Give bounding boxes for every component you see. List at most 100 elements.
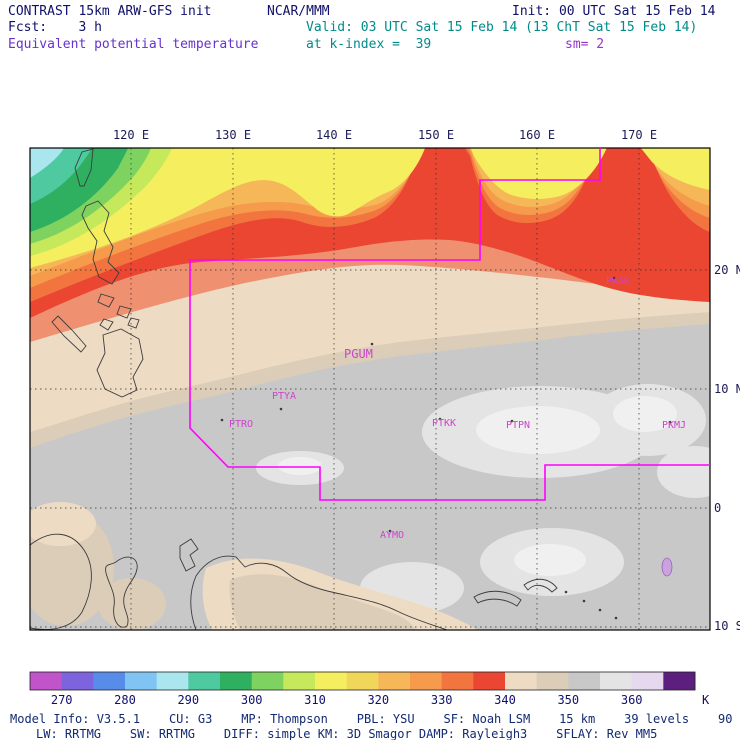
lon-label: 160 E [519, 128, 555, 142]
island-dot [614, 616, 618, 620]
level-info: at k-index = 39 [306, 37, 432, 52]
coast-new-guinea [190, 555, 448, 630]
colorbar-segment [93, 672, 126, 690]
model-domain-boundary [189, 148, 710, 501]
station-label-ptro: PTRO [229, 419, 253, 430]
map-frame [29, 147, 711, 631]
colorbar-segment [283, 672, 316, 690]
longitude-axis-labels: 120 E 130 E 140 E 150 E 160 E 170 E [113, 128, 657, 142]
colorbar-segment [156, 672, 189, 690]
colorbar-segment [188, 672, 221, 690]
colorbar-segment [410, 672, 443, 690]
colorbar-tick: 320 [367, 693, 389, 707]
contour-patch-355 [657, 446, 710, 498]
colorbar-segment [536, 672, 569, 690]
island-dot [564, 590, 568, 594]
contour-patch-360 [278, 457, 322, 475]
colorbar-unit: K [702, 693, 710, 707]
colorbar-tick: 290 [177, 693, 199, 707]
colorbar-segment [600, 672, 633, 690]
contour-patch-360 [613, 396, 677, 432]
colorbar-tick: 340 [494, 693, 516, 707]
colorbar-segment [568, 672, 601, 690]
coast-palawan [51, 315, 87, 353]
colorbar-segment [473, 672, 506, 690]
colorbar-segment [61, 672, 94, 690]
lon-label: 140 E [316, 128, 352, 142]
station-label-pkmj: PKMJ [662, 420, 686, 431]
coast-visayas [97, 293, 115, 308]
lon-label: 170 E [621, 128, 657, 142]
latlon-grid [30, 148, 710, 630]
island-dot [438, 417, 442, 421]
island-dot [510, 419, 514, 423]
colorbar-labels: 270 280 290 300 310 320 330 340 350 360 K [51, 693, 710, 707]
colorbar-tick: 350 [557, 693, 579, 707]
island-dot [598, 608, 602, 612]
coast-mindanao [96, 328, 144, 398]
coast-visayas [127, 317, 140, 329]
colorbar-segment [441, 672, 474, 690]
colorbar-segment [505, 672, 538, 690]
colorbar-tick: 310 [304, 693, 326, 707]
coast-taiwan [74, 148, 94, 187]
island-dot [582, 599, 586, 603]
forecast-hour: Fcst: 3 h [8, 20, 102, 35]
colorbar-segment [315, 672, 348, 690]
island-dot [279, 407, 283, 411]
lat-label: 10 S [714, 619, 740, 633]
colorbar-segment [378, 672, 411, 690]
contour-spot-violet [661, 557, 673, 577]
coastlines [30, 148, 558, 630]
init-time: Init: 00 UTC Sat 15 Feb 14 [512, 4, 716, 19]
station-label-aymo: AYMO [380, 530, 404, 541]
colorbar-border [29, 671, 696, 691]
colorbar-segment [631, 672, 664, 690]
colorbar-segment [220, 672, 253, 690]
colorbar-tick: 300 [241, 693, 263, 707]
org-name: NCAR/MMM [267, 4, 330, 19]
island-dot [388, 529, 392, 533]
coast-sulawesi [105, 556, 138, 628]
colorbar-segment [125, 672, 158, 690]
contour-patch-new-guinea-core [229, 574, 416, 630]
lat-label: 20 N [714, 263, 740, 277]
coast-luzon [81, 200, 120, 285]
lon-label: 150 E [418, 128, 454, 142]
contour-patch-borneo [98, 578, 166, 630]
lat-label: 10 N [714, 382, 740, 396]
coast-visayas [99, 318, 114, 331]
contour-patch-borneo [30, 502, 96, 546]
colorbar-segment [663, 672, 696, 690]
latitude-axis-labels: 20 N 10 N 0 10 S [714, 263, 740, 633]
colorbar-segment [251, 672, 284, 690]
coast-borneo [30, 533, 92, 630]
coast-new-ireland [523, 578, 558, 593]
coast-new-britain [473, 590, 522, 607]
colorbar [30, 672, 696, 690]
island-dot [370, 342, 374, 346]
station-label-ptya: PTYA [272, 391, 296, 402]
station-label-pgum: PGUM [344, 347, 373, 361]
contour-patch-360 [514, 544, 586, 576]
island-dots [220, 276, 672, 620]
coast-visayas [116, 305, 132, 319]
station-label-ptpn: PTPN [506, 420, 530, 431]
contour-band-yellow [30, 148, 710, 268]
station-label-pwak: PWAK [606, 276, 630, 287]
colorbar-tick: 280 [114, 693, 136, 707]
contour-field [30, 148, 710, 630]
island-dot [220, 418, 224, 422]
coast-halmahera [179, 538, 199, 572]
island-dot [612, 276, 616, 280]
colorbar-segment [30, 672, 63, 690]
colorbar-segment [346, 672, 379, 690]
colorbar-tick: 270 [51, 693, 73, 707]
colorbar-tick: 360 [621, 693, 643, 707]
station-labels: PWAK PGUM PTYA PTRO PTKK PTPN PKMJ AYMO [229, 276, 686, 541]
model-info-line1: Model Info: V3.5.1 CU: G3 MP: Thompson P… [10, 712, 740, 726]
model-info-line2: LW: RRTMG SW: RRTMG DIFF: simple KM: 3D … [36, 727, 658, 740]
field-name: Equivalent potential temperature [8, 37, 259, 52]
